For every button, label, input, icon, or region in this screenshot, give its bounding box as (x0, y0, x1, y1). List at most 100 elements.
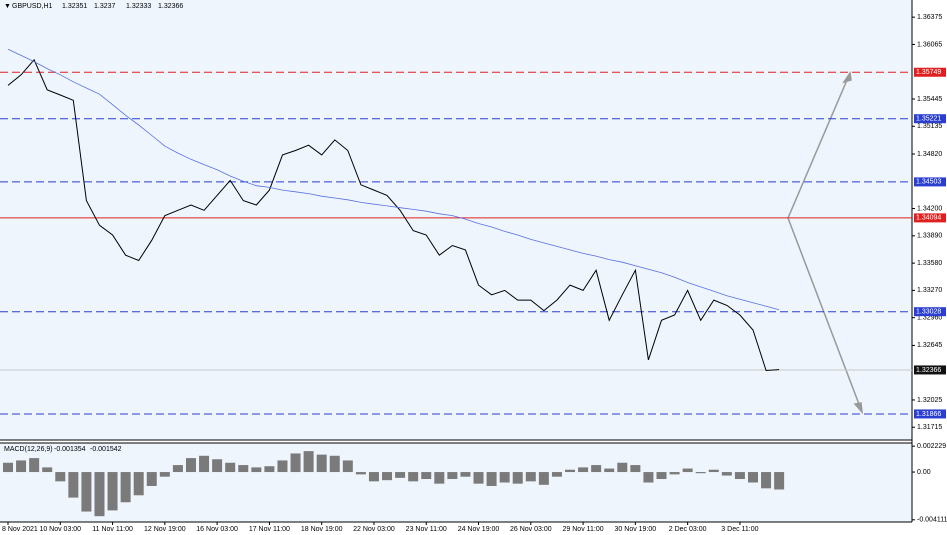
macd-bar (120, 472, 131, 503)
y-tick-label: 1.33890 (917, 233, 942, 240)
macd-bar (578, 467, 589, 473)
y-tick-label: 1.36065 (917, 41, 942, 48)
macd-bar (329, 455, 340, 473)
level-label-box (914, 67, 946, 77)
level-label: 1.35221 (916, 116, 941, 123)
x-tick-label: 16 Nov 03:00 (196, 526, 238, 533)
ohlc-value: 1.32333 (126, 3, 151, 10)
price-line (7, 58, 780, 372)
macd-bar (199, 455, 210, 473)
macd-bar (68, 472, 79, 498)
macd-bar (460, 472, 471, 477)
macd-bar (695, 472, 706, 474)
macd-bar (185, 458, 196, 473)
y-tick-label: 1.32025 (917, 397, 942, 404)
macd-bar (316, 454, 327, 473)
level-label-box (914, 114, 946, 124)
y-tick-label: 1.34200 (917, 205, 942, 212)
macd-bar (212, 459, 223, 473)
macd-bar (774, 472, 785, 490)
x-tick-label: 26 Nov 03:00 (510, 526, 552, 533)
level-label: 1.34503 (916, 179, 941, 186)
level-label-box (914, 409, 946, 419)
y-tick-label: 1.32645 (917, 342, 942, 349)
chart-title: GBPUSD,H1 (12, 3, 53, 10)
macd-bar (342, 460, 353, 473)
x-tick-label: 8 Nov 2021 (2, 526, 38, 533)
macd-bar (747, 472, 758, 483)
macd-bar (225, 462, 236, 473)
x-tick-label: 29 Nov 11:00 (563, 526, 604, 533)
macd-bar (94, 472, 105, 517)
y-tick-label: 1.35135 (917, 123, 942, 130)
macd-bar (395, 472, 406, 478)
y-tick-label: 0.002229 (917, 443, 946, 450)
macd-bar (656, 472, 667, 480)
price-line (7, 48, 780, 311)
macd-bar (16, 460, 27, 473)
macd-bar (238, 465, 249, 473)
level-label-box (914, 307, 946, 317)
level-label: 1.34094 (916, 215, 941, 222)
macd-bar (290, 453, 301, 473)
macd-bar (708, 469, 719, 473)
y-tick-label: 1.33580 (917, 260, 942, 267)
y-tick-label: 1.36375 (917, 14, 942, 21)
y-tick-label: 1.31715 (917, 424, 942, 431)
macd-bar (277, 460, 288, 473)
macd-bar (146, 472, 157, 486)
symbol-arrow: ▼ (4, 3, 11, 10)
macd-bar (761, 472, 772, 489)
x-tick-label: 12 Nov 19:00 (144, 526, 186, 533)
macd-bar (382, 472, 393, 481)
macd-bar (669, 472, 680, 475)
x-tick-label: 3 Dec 11:00 (721, 526, 758, 533)
macd-bar (434, 472, 445, 484)
macd-bar (3, 462, 13, 473)
macd-bar (604, 468, 615, 473)
macd-bar (55, 472, 66, 482)
macd-bar (107, 472, 118, 511)
macd-bar (551, 472, 562, 477)
y-tick-label: 1.32960 (917, 315, 942, 322)
ohlc-value: 1.32351 (62, 3, 87, 10)
macd-bar (591, 465, 602, 473)
macd-bar (643, 472, 654, 483)
macd-bar (682, 468, 693, 473)
macd-bar (734, 472, 745, 480)
macd-bar (630, 465, 641, 473)
price-panel (0, 0, 912, 440)
ohlc-value: 1.3237 (94, 3, 116, 10)
macd-bar (447, 472, 458, 480)
macd-bar (473, 472, 484, 484)
macd-bar (159, 472, 170, 477)
macd-bar (617, 462, 628, 473)
level-label: 1.35749 (916, 69, 941, 76)
macd-readout: -0.001542 (90, 446, 122, 453)
macd-bar (133, 472, 144, 496)
ohlc-value: 1.32366 (158, 3, 183, 10)
level-label: 1.31866 (916, 411, 941, 418)
macd-bar (512, 472, 523, 484)
current-price-label: 1.32366 (916, 367, 941, 374)
level-label: 1.33028 (916, 309, 941, 316)
x-tick-label: 23 Nov 11:00 (406, 526, 447, 533)
macd-bar (368, 472, 379, 482)
forecast-arrows (787, 70, 864, 415)
x-tick-label: 2 Dec 03:00 (669, 526, 707, 533)
level-label-box (914, 213, 946, 223)
macd-bar (172, 465, 183, 473)
macd-bar (251, 467, 262, 473)
x-tick-label: 30 Nov 19:00 (615, 526, 657, 533)
y-tick-label: 1.33270 (917, 287, 942, 294)
x-tick-label: 10 Nov 03:00 (39, 526, 81, 533)
macd-bar (499, 472, 510, 483)
x-tick-label: 11 Nov 11:00 (92, 526, 133, 533)
macd-bar (538, 472, 549, 485)
macd-bar (42, 467, 53, 473)
macd-readout: -0.001354 (54, 446, 86, 453)
macd-bar (525, 472, 536, 482)
macd-bar (408, 472, 419, 482)
macd-bar (81, 472, 92, 512)
